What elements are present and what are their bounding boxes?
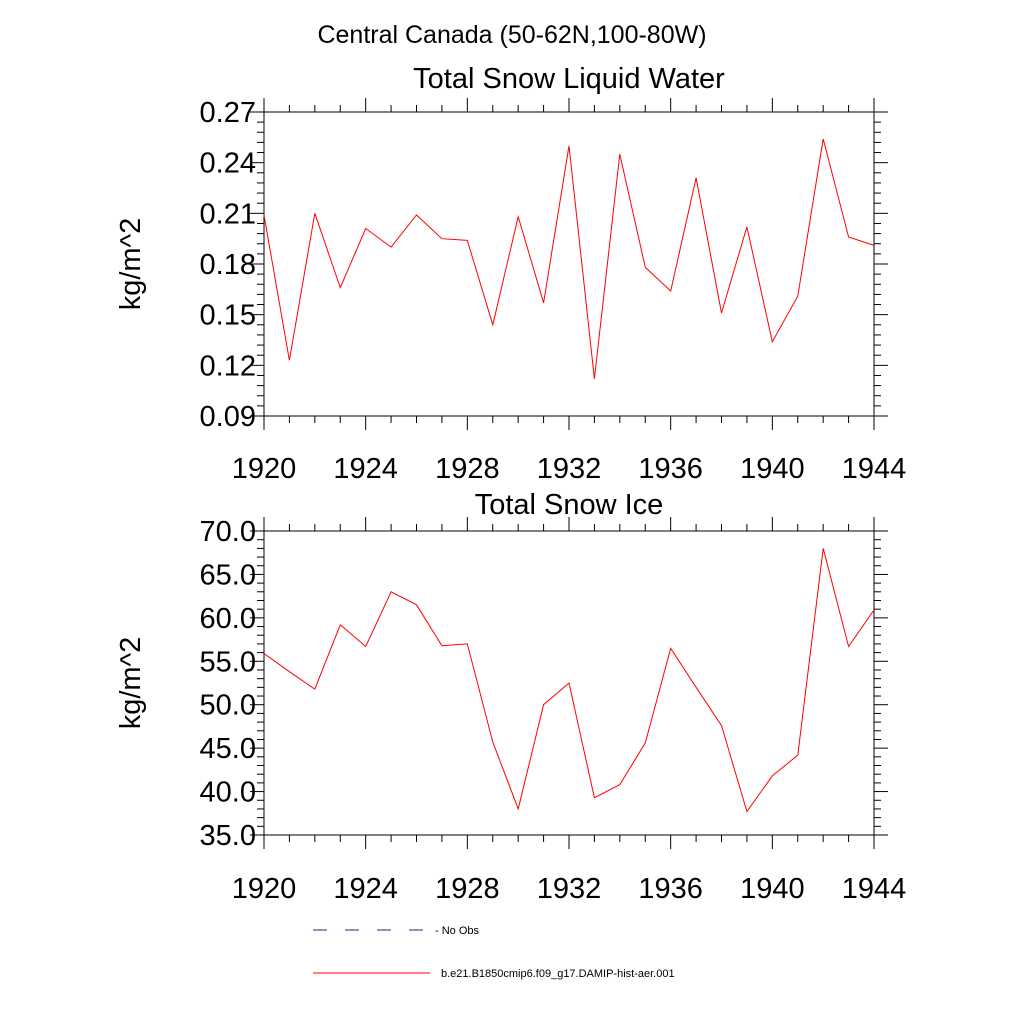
x-tick-label-snow-liquid-water: 1936 — [638, 453, 703, 485]
y-axis-label-snow-ice: kg/m^2 — [115, 637, 147, 730]
series-line-snow-liquid-water — [263, 138, 875, 379]
panel-title-snow-liquid-water: Total Snow Liquid Water — [413, 63, 725, 95]
series-line-snow-ice — [263, 548, 875, 813]
y-tick-label-snow-liquid-water: 0.24 — [200, 148, 256, 180]
y-tick-label-snow-ice: 55.0 — [200, 646, 256, 678]
x-tick-label-snow-liquid-water: 1928 — [435, 453, 500, 485]
y-tick-label-snow-ice: 65.0 — [200, 559, 256, 591]
x-tick-label-snow-liquid-water: 1932 — [537, 453, 602, 485]
x-tick-label-snow-ice: 1928 — [435, 873, 500, 905]
x-tick-label-snow-liquid-water: 1920 — [232, 453, 297, 485]
y-tick-label-snow-liquid-water: 0.09 — [200, 401, 256, 433]
y-tick-label-snow-ice: 35.0 — [200, 820, 256, 852]
y-tick-label-snow-ice: 60.0 — [200, 603, 256, 635]
panel-snow-ice: Total Snow Ice 1920 1924 1928 1932 1936 1940 19… — [115, 489, 906, 905]
panel-snow-liquid-water: Total Snow Liquid Water 1920 1924 1928 1932 1… — [115, 63, 906, 485]
legend: - No Obs b.e21.B1850cmip6.f09_g17.DAMIP-… — [313, 925, 675, 980]
y-tick-label-snow-ice: 50.0 — [200, 690, 256, 722]
legend-label-series: b.e21.B1850cmip6.f09_g17.DAMIP-hist-aer.… — [441, 968, 675, 980]
x-tick-label-snow-ice: 1924 — [333, 873, 398, 905]
x-tick-label-snow-liquid-water: 1924 — [333, 453, 398, 485]
x-tick-label-snow-ice: 1920 — [232, 873, 297, 905]
x-tick-label-snow-liquid-water: 1940 — [740, 453, 805, 485]
y-tick-label-snow-ice: 40.0 — [200, 777, 256, 809]
panel-title-snow-ice: Total Snow Ice — [475, 489, 664, 521]
x-tick-label-snow-ice: 1944 — [842, 873, 907, 905]
y-tick-label-snow-liquid-water: 0.12 — [200, 350, 256, 382]
x-tick-label-snow-ice: 1932 — [537, 873, 602, 905]
y-tick-label-snow-liquid-water: 0.21 — [200, 198, 256, 230]
figure-title: Central Canada (50-62N,100-80W) — [317, 21, 706, 49]
x-tick-label-snow-ice: 1936 — [638, 873, 703, 905]
y-tick-label-snow-ice: 45.0 — [200, 733, 256, 765]
y-axis-label-snow-liquid-water: kg/m^2 — [115, 218, 147, 311]
x-tick-label-snow-liquid-water: 1944 — [842, 453, 907, 485]
x-tick-label-snow-ice: 1940 — [740, 873, 805, 905]
y-tick-label-snow-liquid-water: 0.15 — [200, 300, 256, 332]
legend-label-no-obs: - No Obs — [435, 925, 480, 937]
y-tick-label-snow-ice: 70.0 — [200, 516, 256, 548]
y-tick-label-snow-liquid-water: 0.27 — [200, 97, 256, 129]
y-tick-label-snow-liquid-water: 0.18 — [200, 249, 256, 281]
